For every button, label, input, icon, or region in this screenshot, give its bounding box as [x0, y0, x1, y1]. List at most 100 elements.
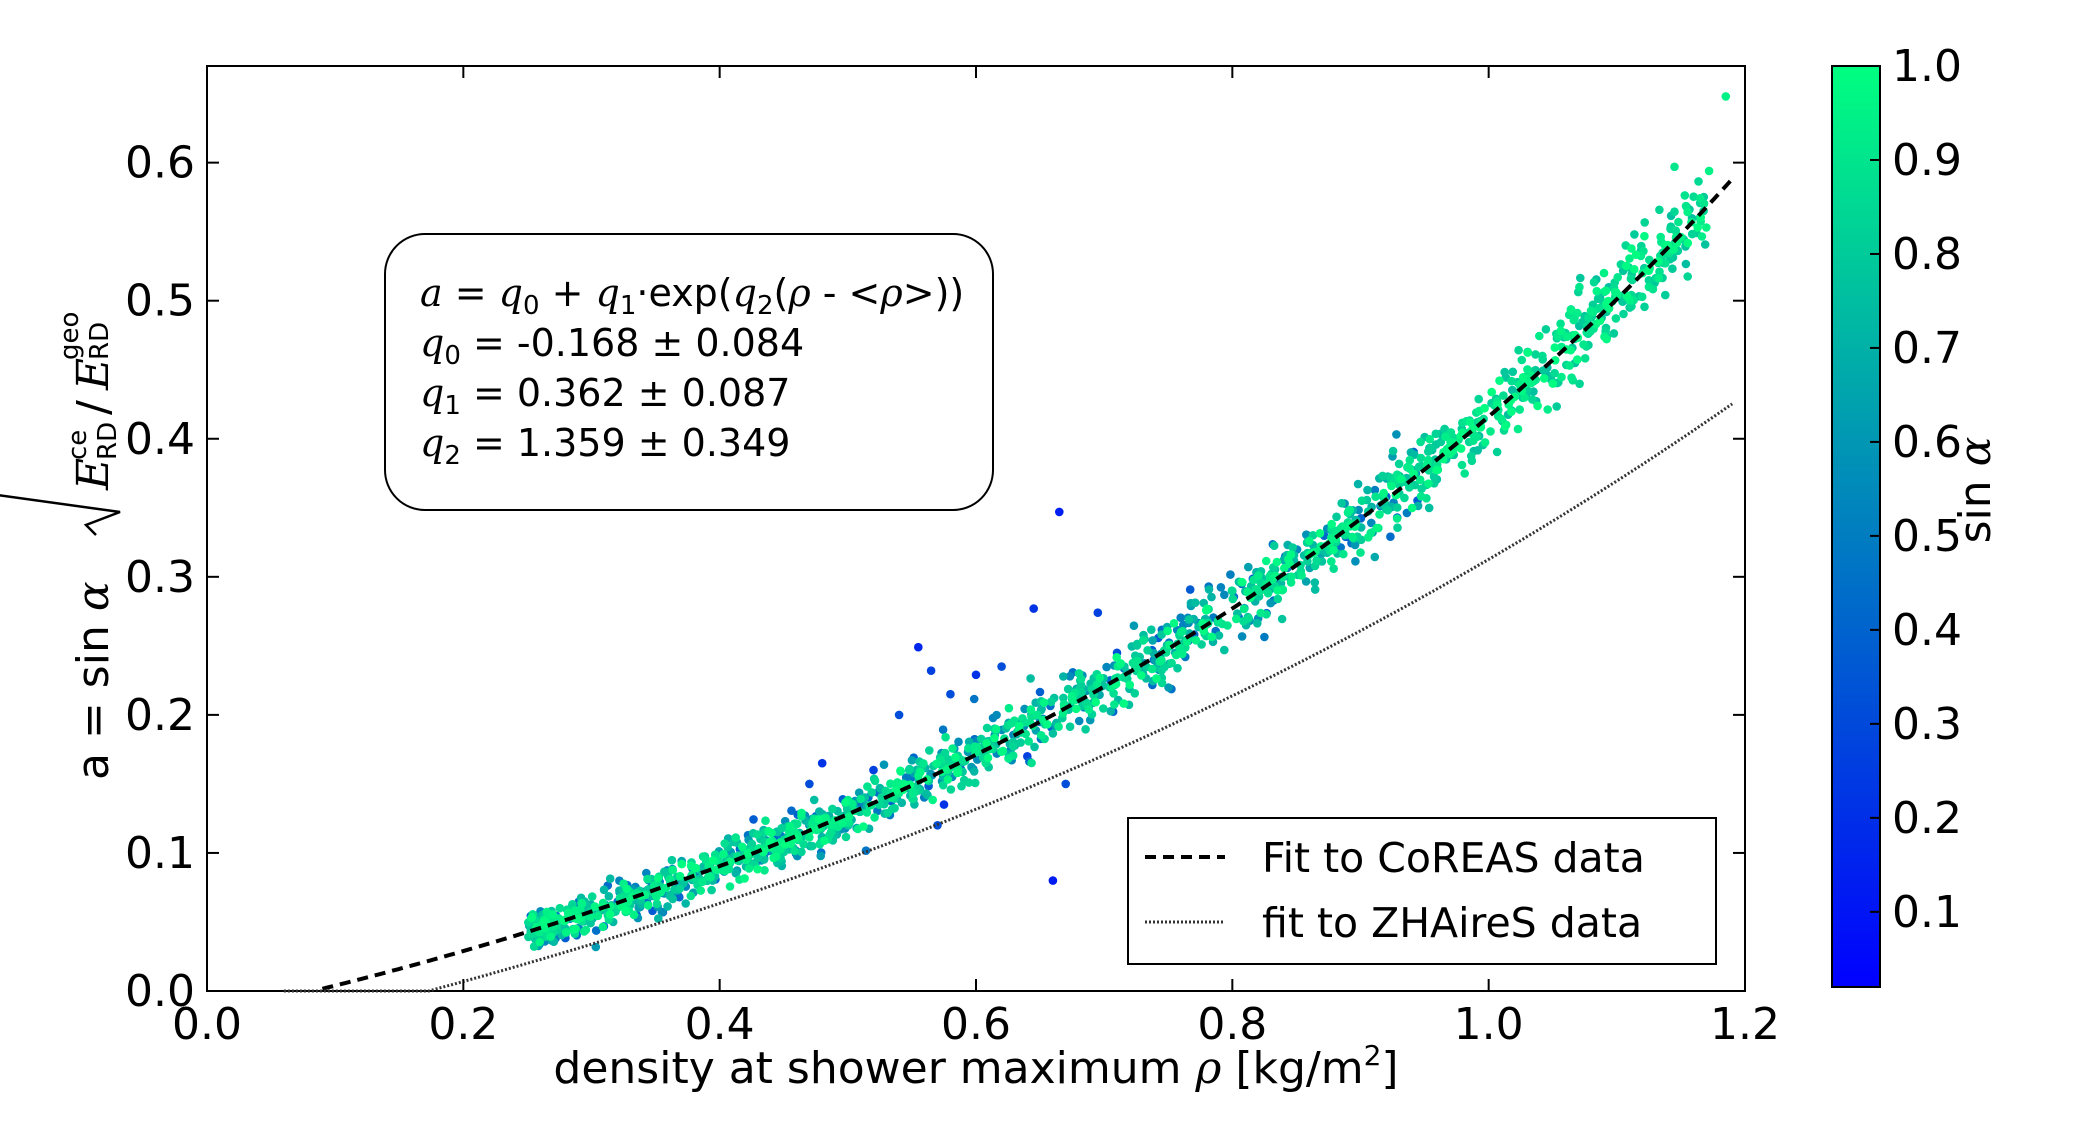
- scatter-point: [946, 689, 955, 699]
- scatter-point: [753, 864, 762, 874]
- scatter-point: [1539, 374, 1549, 383]
- scatter-point: [1528, 395, 1537, 404]
- scatter-point: [698, 877, 707, 887]
- scatter-point: [808, 819, 817, 828]
- scatter-point: [1655, 205, 1664, 215]
- scatter-point: [1071, 704, 1081, 714]
- scatter-point: [1383, 505, 1393, 515]
- scatter-point: [1214, 631, 1224, 640]
- scatter-point: [1517, 355, 1527, 365]
- scatter-point: [691, 863, 701, 873]
- scatter-point: [767, 828, 776, 838]
- scatter-point: [743, 849, 753, 858]
- scatter-point: [1508, 367, 1518, 377]
- scatter-point: [919, 759, 928, 768]
- legend-zhaires-label: fit to ZHAireS data: [1262, 899, 1642, 947]
- scatter-point: [1065, 722, 1075, 731]
- scatter-point: [1310, 578, 1320, 587]
- scatter-point: [1670, 207, 1679, 216]
- scatter-point: [1566, 305, 1576, 315]
- scatter-point: [1409, 469, 1418, 478]
- scatter-point: [1277, 614, 1287, 624]
- scatter-point: [1092, 680, 1102, 689]
- scatter-point: [1602, 334, 1611, 344]
- scatter-point: [1500, 367, 1509, 377]
- coreas-fit-line: [321, 177, 1734, 991]
- scatter-point: [1681, 259, 1691, 269]
- scatter-point: [1137, 671, 1146, 680]
- scatter-point: [1185, 585, 1195, 594]
- scatter-point: [1432, 465, 1441, 475]
- scatter-point: [1611, 314, 1621, 323]
- scatter-point: [1371, 492, 1380, 502]
- scatter-point: [932, 759, 941, 769]
- legend-coreas-label: Fit to CoREAS data: [1262, 834, 1645, 882]
- scatter-point: [1370, 552, 1380, 562]
- scatter-point: [891, 786, 901, 795]
- scatter-point: [883, 808, 893, 818]
- scatter-point: [708, 856, 718, 865]
- scatter-point: [652, 899, 662, 909]
- scatter-point: [1414, 462, 1424, 472]
- scatter-point: [990, 733, 999, 743]
- scatter-point: [1184, 615, 1194, 624]
- scatter-point: [1164, 683, 1173, 692]
- scatter-point: [686, 891, 696, 901]
- scatter-point: [1671, 226, 1680, 235]
- scatter-point: [535, 937, 544, 947]
- scatter-point: [1405, 455, 1415, 465]
- scatter-point: [1460, 469, 1469, 478]
- scatter-point: [957, 781, 966, 791]
- scatter-point: [1640, 231, 1649, 241]
- scatter-point: [1039, 698, 1049, 707]
- scatter-point: [1609, 329, 1619, 338]
- scatter-point: [1102, 662, 1111, 672]
- scatter-point: [1613, 273, 1622, 282]
- scatter-point: [1480, 438, 1490, 447]
- scatter-point: [1353, 479, 1363, 489]
- scatter-point: [964, 737, 974, 747]
- scatter-point: [598, 922, 608, 932]
- scatter-point: [621, 906, 631, 915]
- scatter-point: [1655, 267, 1664, 277]
- scatter-point: [1576, 273, 1585, 283]
- x-tick-label: 0.2: [428, 999, 498, 1050]
- scatter-point: [643, 901, 653, 910]
- scatter-point: [862, 808, 872, 817]
- scatter-point: [1095, 673, 1105, 682]
- scatter-point: [841, 798, 850, 807]
- colorbar-ticks: 0.1 0.2 0.3 0.4 0.5 0.6 0.7 0.8 0.9 1.0: [1870, 41, 1962, 938]
- scatter-point: [1680, 191, 1690, 200]
- scatter-point: [747, 839, 757, 849]
- y-tick-label: 0.4: [125, 414, 195, 465]
- scatter-point: [1339, 549, 1348, 559]
- scatter-point: [1592, 286, 1602, 296]
- scatter-point: [964, 778, 974, 787]
- scatter-point: [1457, 460, 1467, 470]
- scatter-point: [1077, 687, 1086, 697]
- scatter-point: [1303, 557, 1312, 566]
- scatter-point: [1356, 548, 1365, 557]
- scatter-point: [587, 892, 597, 901]
- scatter-point: [1350, 540, 1360, 550]
- scatter-point: [1055, 507, 1064, 517]
- scatter-point: [1693, 223, 1702, 232]
- scatter-point: [1263, 588, 1273, 598]
- fit-param-q0: q0 = -0.168 ± 0.084: [420, 321, 804, 371]
- scatter-point: [1644, 282, 1654, 292]
- scatter-point: [643, 874, 652, 884]
- scatter-point: [1416, 492, 1426, 501]
- svg-text:a = sin α: a = sin α: [68, 581, 119, 780]
- scatter-point: [807, 841, 817, 851]
- scatter-point: [731, 868, 741, 878]
- scatter-point: [1297, 571, 1306, 580]
- y-axis-title: a = sin α EceRD/EgeoRD: [0, 280, 123, 780]
- scatter-point: [1538, 351, 1547, 361]
- scatter-point: [1497, 414, 1506, 424]
- scatter-point: [1626, 274, 1636, 284]
- svg-text:EceRD/EgeoRD: EceRD/EgeoRD: [55, 312, 123, 491]
- scatter-point: [1593, 294, 1603, 304]
- scatter-point: [1557, 372, 1566, 382]
- scatter-point: [1261, 556, 1271, 566]
- scatter-point: [1110, 700, 1119, 709]
